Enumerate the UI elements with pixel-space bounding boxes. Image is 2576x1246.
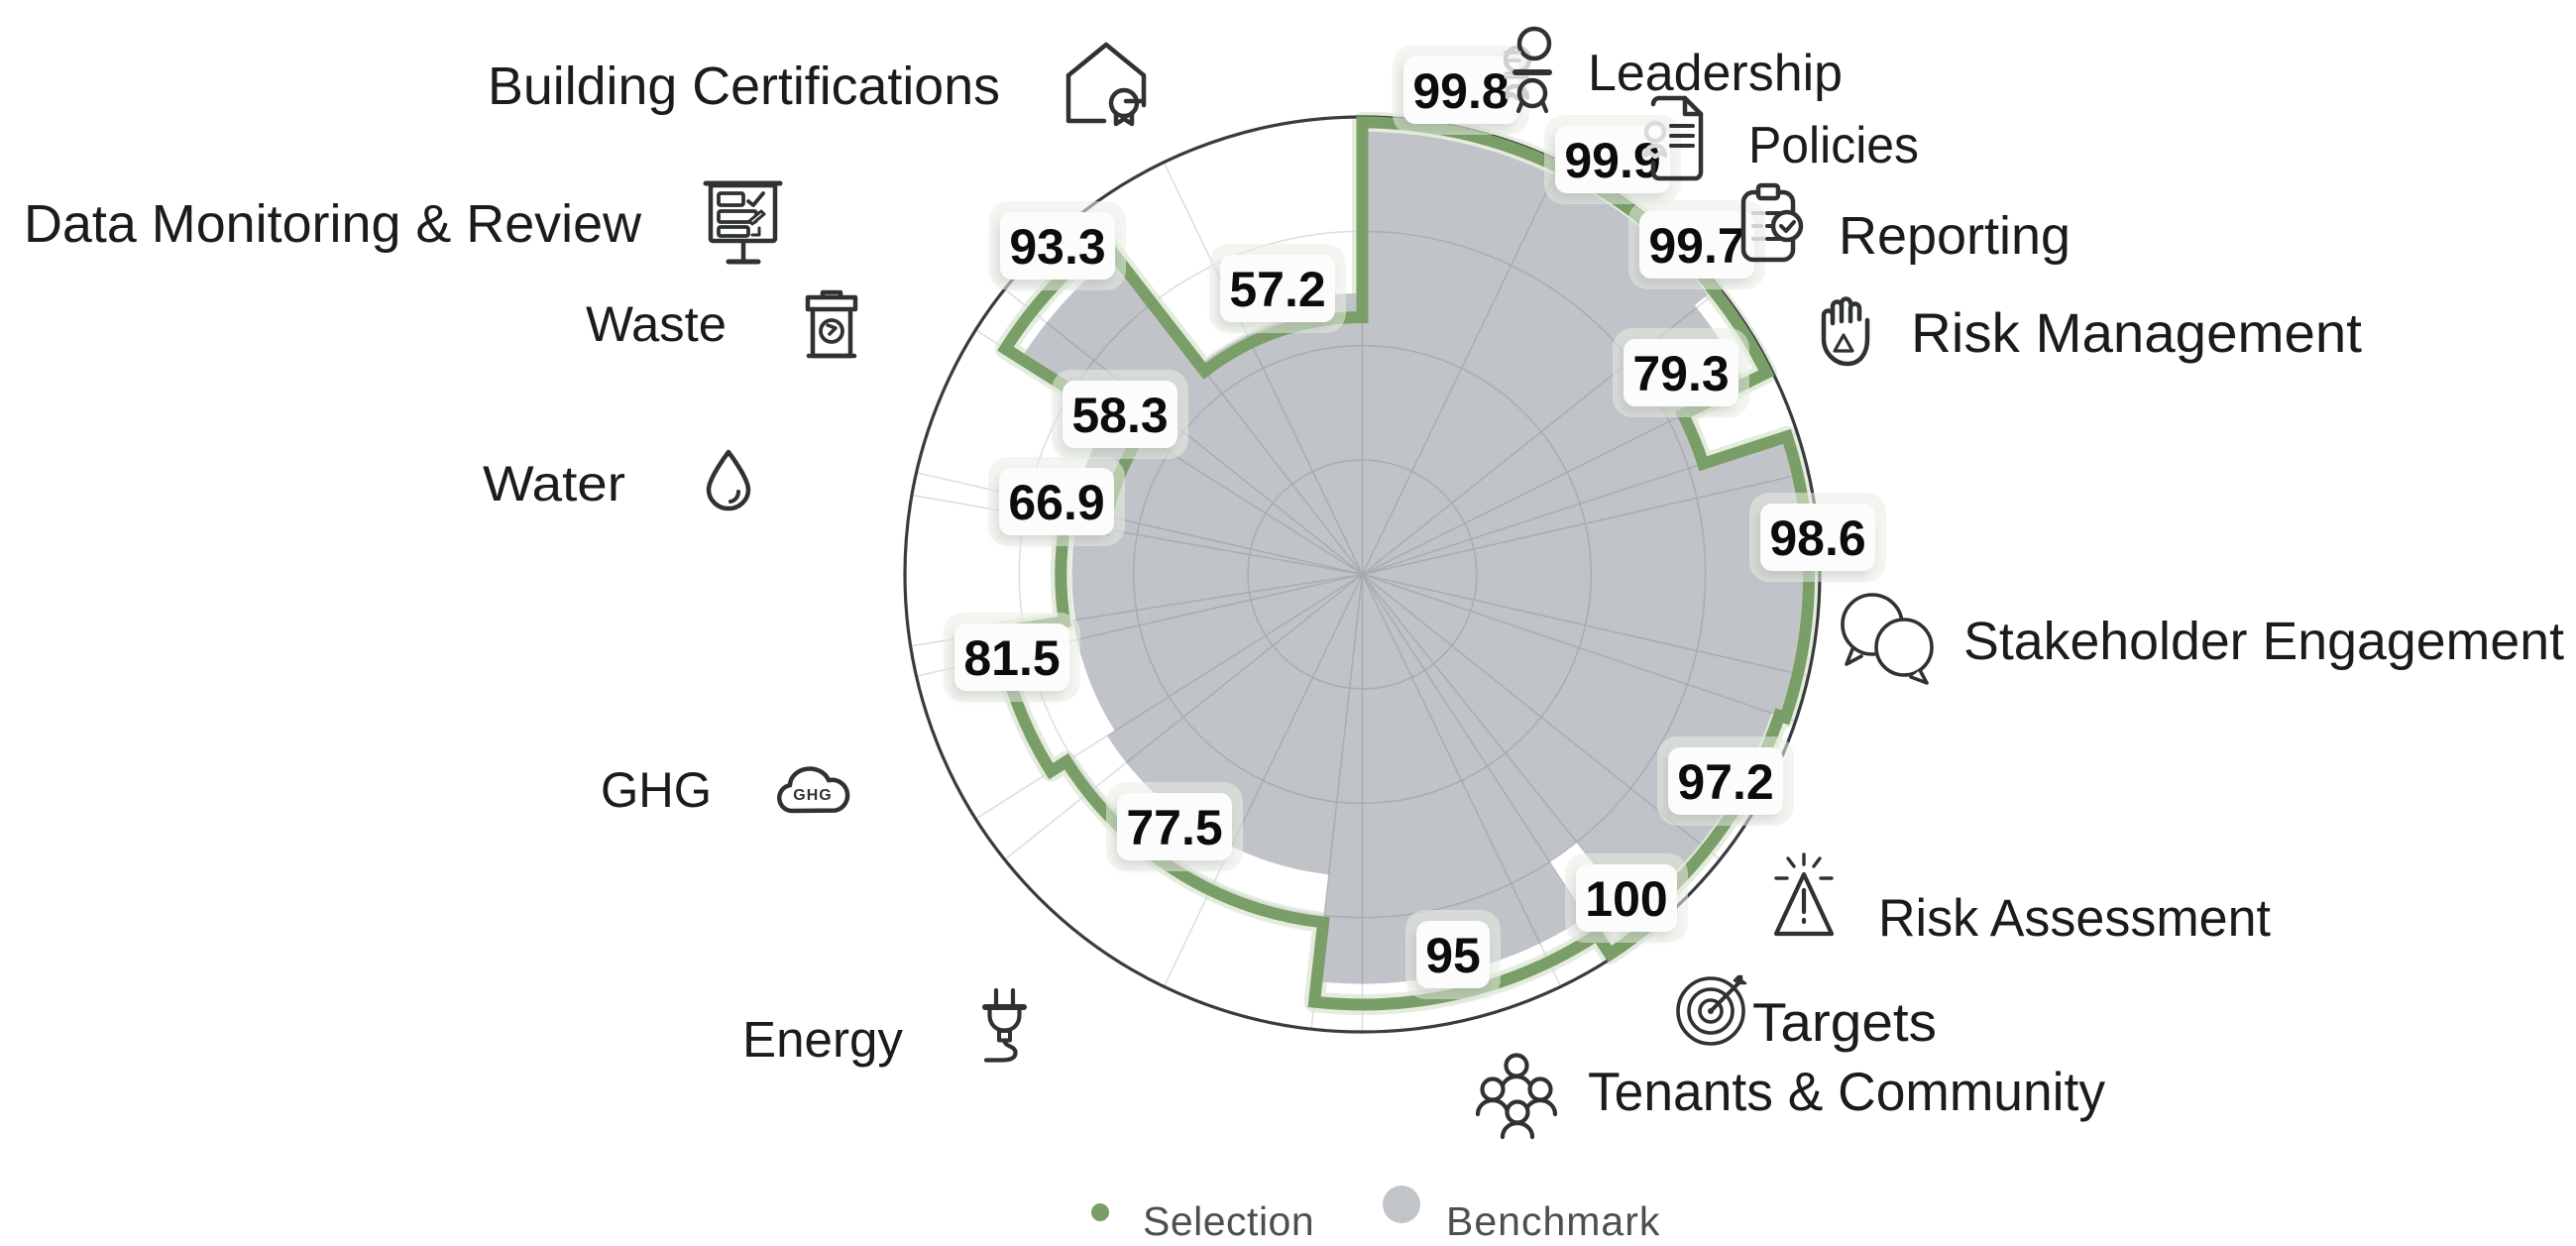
svg-text:Energy: Energy xyxy=(742,1011,903,1068)
svg-text:Tenants & Community: Tenants & Community xyxy=(1588,1061,2105,1122)
svg-text:57.2: 57.2 xyxy=(1229,262,1325,317)
svg-text:95: 95 xyxy=(1425,928,1481,983)
svg-text:Selection: Selection xyxy=(1143,1198,1314,1244)
svg-text:Data Monitoring & Review: Data Monitoring & Review xyxy=(24,194,642,254)
svg-text:GHG: GHG xyxy=(793,787,832,804)
svg-text:99.8: 99.8 xyxy=(1412,63,1509,119)
svg-text:GHG: GHG xyxy=(601,762,712,818)
svg-text:Stakeholder Engagement: Stakeholder Engagement xyxy=(1963,612,2564,671)
svg-text:93.3: 93.3 xyxy=(1009,219,1105,275)
svg-text:Waste: Waste xyxy=(586,296,727,352)
svg-text:79.3: 79.3 xyxy=(1632,346,1729,401)
svg-text:Reporting: Reporting xyxy=(1839,206,2071,266)
svg-text:66.9: 66.9 xyxy=(1008,475,1104,530)
svg-text:100: 100 xyxy=(1585,871,1667,927)
svg-text:Risk Management: Risk Management xyxy=(1911,301,2362,364)
svg-text:98.6: 98.6 xyxy=(1769,510,1865,566)
svg-text:Leadership: Leadership xyxy=(1588,45,1843,102)
svg-text:Building Certifications: Building Certifications xyxy=(488,57,1000,116)
svg-text:Water: Water xyxy=(483,456,625,511)
svg-text:97.2: 97.2 xyxy=(1677,754,1773,810)
svg-text:81.5: 81.5 xyxy=(963,630,1060,686)
svg-text:Risk Assessment: Risk Assessment xyxy=(1878,889,2271,948)
svg-text:99.7: 99.7 xyxy=(1648,218,1744,274)
svg-text:77.5: 77.5 xyxy=(1126,800,1222,855)
svg-text:58.3: 58.3 xyxy=(1071,388,1168,443)
svg-text:Benchmark: Benchmark xyxy=(1446,1198,1660,1244)
svg-text:Targets: Targets xyxy=(1752,991,1937,1053)
svg-text:99.9: 99.9 xyxy=(1564,133,1660,188)
svg-text:Policies: Policies xyxy=(1748,117,1919,174)
